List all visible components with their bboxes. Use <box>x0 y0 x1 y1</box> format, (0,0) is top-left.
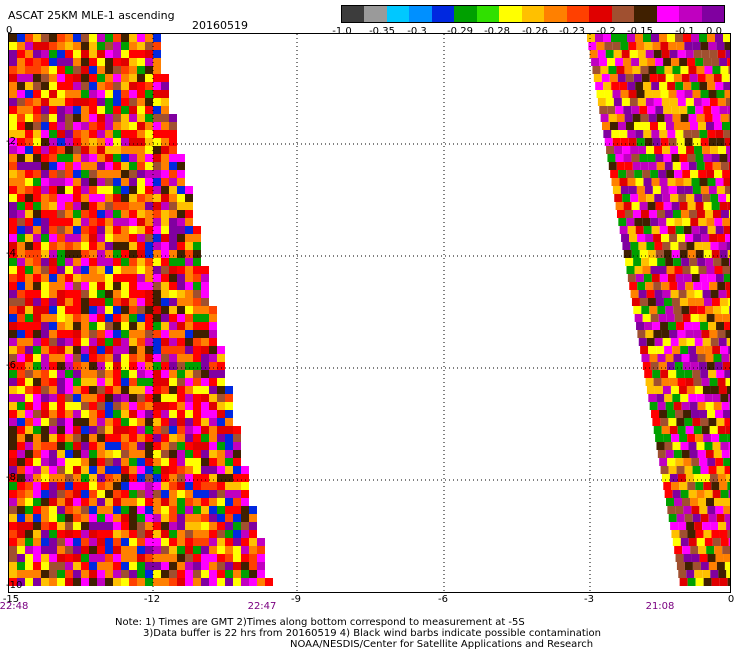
colorbar-swatch <box>701 6 724 22</box>
colorbar-label: -0.29 <box>447 26 473 37</box>
x-tick-label: 0 <box>727 594 735 605</box>
colorbar-swatch <box>364 6 387 22</box>
colorbar-label: -0.23 <box>559 26 585 37</box>
colorbar-swatch <box>342 6 365 22</box>
note-line: Note: 1) Times are GMT 2)Times along bot… <box>115 617 525 628</box>
y-tick-label: -10 <box>6 580 23 591</box>
x-tick-label: -15 <box>2 594 20 605</box>
colorbar-label: 0.0 <box>706 26 722 37</box>
note-line: NOAA/NESDIS/Center for Satellite Applica… <box>290 639 594 650</box>
pass-time-label: 21:08 <box>645 601 675 612</box>
colorbar-swatch <box>679 6 702 22</box>
colorbar-label: -0.35 <box>369 26 395 37</box>
y-tick-label: -6 <box>6 360 16 371</box>
map-date: 20160519 <box>192 19 248 32</box>
colorbar-swatch <box>589 6 612 22</box>
colorbar-swatch <box>386 6 410 22</box>
color-scale-bar <box>341 5 725 23</box>
colorbar-label: -1.0 <box>332 26 352 37</box>
colorbar-label: -0.28 <box>484 26 510 37</box>
colorbar-label: -0.26 <box>522 26 548 37</box>
x-tick-label: -6 <box>438 594 448 605</box>
colorbar-swatch <box>521 6 545 22</box>
y-tick-label: 0 <box>6 25 13 36</box>
pass-time-label: 22:47 <box>247 601 277 612</box>
colorbar-swatch <box>566 6 590 22</box>
colorbar-swatch <box>611 6 635 22</box>
colorbar-label: -0.2 <box>596 26 616 37</box>
colorbar-swatch <box>656 6 680 22</box>
y-tick-label: -8 <box>6 472 16 483</box>
colorbar-label: -0.3 <box>407 26 427 37</box>
colorbar-label: -0.1 <box>675 26 695 37</box>
map-plot-area <box>8 33 738 593</box>
wind-swath-plot <box>9 34 738 592</box>
colorbar-swatch <box>544 6 567 22</box>
pass-time-label: 22:48 <box>0 601 29 612</box>
x-tick-label: -12 <box>143 594 161 605</box>
map-title: ASCAT 25KM MLE-1 ascending <box>8 9 175 22</box>
colorbar-swatch <box>476 6 500 22</box>
colorbar-swatch <box>634 6 657 22</box>
y-tick-label: -4 <box>6 248 16 259</box>
swath-cells <box>9 34 738 586</box>
map-gridlines <box>9 34 730 592</box>
colorbar-label: -0.15 <box>627 26 653 37</box>
footnote: Note: 1) Times are GMT 2)Times along bot… <box>115 617 601 650</box>
x-tick-label: -3 <box>584 594 594 605</box>
colorbar-swatch <box>454 6 477 22</box>
x-tick-label: -9 <box>291 594 301 605</box>
colorbar-swatch <box>431 6 455 22</box>
colorbar-swatch <box>499 6 522 22</box>
y-tick-label: -2 <box>6 136 16 147</box>
colorbar-swatch <box>409 6 432 22</box>
note-line: 3)Data buffer is 22 hrs from 20160519 4)… <box>143 628 601 639</box>
